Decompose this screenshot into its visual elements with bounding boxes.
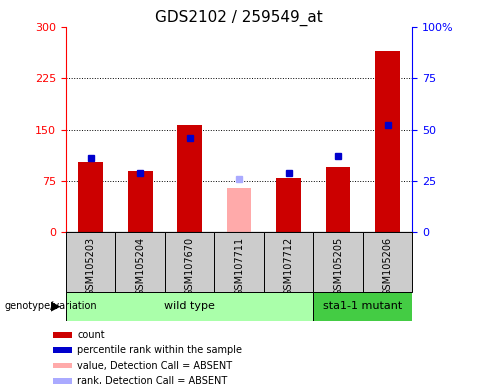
FancyBboxPatch shape — [363, 232, 412, 292]
FancyBboxPatch shape — [165, 232, 214, 292]
Text: GSM105206: GSM105206 — [383, 237, 393, 296]
Bar — [53, 332, 72, 338]
Text: GSM107711: GSM107711 — [234, 237, 244, 296]
Bar — [326, 167, 350, 232]
FancyBboxPatch shape — [313, 292, 412, 321]
Text: GSM107712: GSM107712 — [284, 237, 294, 296]
Text: rank, Detection Call = ABSENT: rank, Detection Call = ABSENT — [77, 376, 227, 384]
FancyBboxPatch shape — [313, 232, 363, 292]
Bar — [128, 170, 153, 232]
Text: GSM105204: GSM105204 — [135, 237, 145, 296]
Text: GSM105203: GSM105203 — [85, 237, 96, 296]
Text: wild type: wild type — [164, 301, 215, 311]
Text: sta1-1 mutant: sta1-1 mutant — [323, 301, 403, 311]
FancyBboxPatch shape — [214, 232, 264, 292]
Bar — [227, 188, 251, 232]
Bar — [53, 378, 72, 384]
FancyBboxPatch shape — [66, 292, 313, 321]
Bar — [177, 125, 202, 232]
Text: value, Detection Call = ABSENT: value, Detection Call = ABSENT — [77, 361, 232, 371]
Bar — [375, 51, 400, 232]
Title: GDS2102 / 259549_at: GDS2102 / 259549_at — [155, 9, 323, 25]
Bar — [276, 177, 301, 232]
Text: GSM107670: GSM107670 — [184, 237, 195, 296]
Text: ▶: ▶ — [51, 300, 61, 313]
Text: percentile rank within the sample: percentile rank within the sample — [77, 345, 242, 355]
Bar — [53, 363, 72, 368]
Text: genotype/variation: genotype/variation — [5, 301, 98, 311]
Text: count: count — [77, 330, 105, 340]
FancyBboxPatch shape — [66, 232, 115, 292]
FancyBboxPatch shape — [264, 232, 313, 292]
FancyBboxPatch shape — [115, 232, 165, 292]
Bar — [53, 348, 72, 353]
Bar — [78, 162, 103, 232]
Text: GSM105205: GSM105205 — [333, 237, 343, 296]
